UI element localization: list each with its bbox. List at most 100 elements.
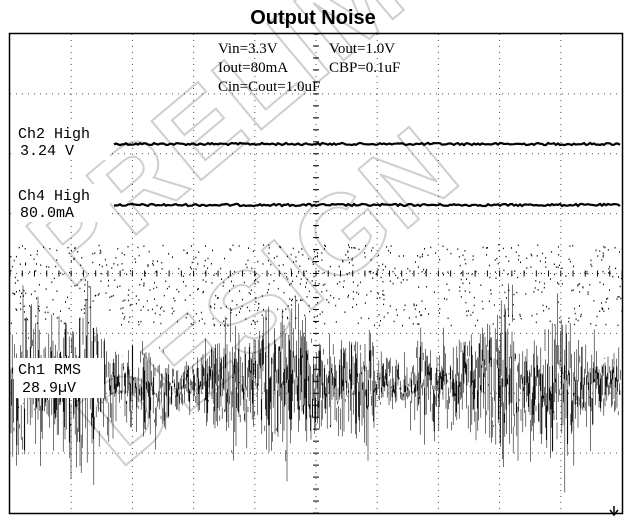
noise-speck — [388, 249, 390, 252]
noise-speck — [497, 262, 499, 265]
noise-speck — [153, 321, 155, 323]
noise-speck — [14, 276, 16, 279]
noise-speck — [426, 269, 428, 271]
noise-speck — [425, 271, 427, 273]
noise-speck — [394, 267, 396, 270]
noise-speck — [502, 247, 504, 250]
channel-labels: Ch2 High 3.24 V Ch4 High 80.0mA Ch1 RMS … — [14, 122, 110, 398]
noise-speck — [81, 257, 83, 259]
noise-speck — [92, 300, 94, 302]
noise-speck — [94, 252, 96, 254]
noise-speck — [358, 248, 360, 251]
noise-speck — [117, 264, 119, 266]
noise-speck — [330, 294, 332, 297]
noise-speck — [11, 265, 13, 268]
noise-speck — [565, 275, 567, 277]
noise-speck — [53, 277, 55, 280]
noise-speck — [130, 270, 132, 272]
noise-speck — [352, 281, 354, 283]
noise-speck — [473, 304, 475, 307]
noise-speck — [368, 271, 370, 273]
noise-speck — [348, 272, 350, 274]
noise-speck — [314, 282, 316, 284]
noise-speck — [525, 293, 527, 295]
noise-speck — [63, 322, 65, 325]
noise-speck — [539, 260, 541, 262]
noise-speck — [559, 317, 561, 319]
noise-speck — [191, 261, 193, 264]
noise-speck — [352, 264, 354, 267]
noise-speck — [348, 294, 349, 297]
noise-speck — [165, 280, 167, 282]
noise-speck — [299, 283, 301, 285]
noise-speck — [197, 263, 199, 265]
noise-speck — [596, 315, 598, 318]
noise-speck — [356, 291, 358, 294]
noise-speck — [224, 257, 225, 260]
noise-speck — [473, 296, 475, 299]
noise-speck — [370, 259, 372, 261]
noise-speck — [105, 292, 107, 294]
ch2-label-name: Ch2 High — [18, 126, 90, 143]
noise-speck — [21, 292, 23, 295]
noise-speck — [460, 278, 462, 281]
noise-speck — [304, 314, 306, 317]
noise-speck — [156, 304, 158, 307]
noise-speck — [258, 307, 260, 309]
noise-speck — [67, 296, 69, 299]
noise-speck — [618, 295, 620, 298]
chart-title: Output Noise — [250, 7, 376, 29]
noise-speck — [561, 283, 563, 285]
noise-speck — [322, 284, 324, 286]
noise-speck — [306, 282, 307, 284]
noise-speck — [128, 289, 130, 291]
noise-speck — [465, 301, 467, 304]
noise-speck — [417, 266, 419, 268]
noise-speck — [518, 254, 520, 257]
noise-speck — [621, 310, 623, 312]
noise-speck — [602, 254, 604, 257]
noise-speck — [60, 272, 62, 274]
noise-speck — [465, 263, 467, 265]
noise-speck — [334, 274, 336, 277]
noise-speck — [326, 290, 328, 292]
noise-speck — [568, 320, 570, 323]
noise-speck — [364, 256, 366, 258]
noise-speck — [302, 254, 304, 256]
noise-speck — [602, 270, 604, 273]
noise-speck — [316, 315, 318, 317]
noise-speck — [468, 310, 469, 312]
noise-speck — [493, 304, 495, 306]
noise-speck — [345, 254, 347, 256]
noise-speck — [290, 304, 292, 306]
noise-speck — [609, 289, 611, 291]
noise-speck — [129, 304, 131, 307]
noise-speck — [347, 296, 349, 298]
noise-speck — [348, 246, 350, 249]
noise-speck — [548, 307, 550, 310]
noise-speck — [280, 246, 282, 249]
noise-speck — [579, 291, 581, 293]
noise-speck — [152, 264, 154, 266]
noise-speck — [51, 281, 53, 283]
noise-speck — [457, 248, 459, 250]
noise-speck — [270, 274, 272, 276]
noise-speck — [584, 272, 586, 274]
noise-speck — [231, 280, 232, 283]
noise-speck — [204, 272, 206, 274]
noise-speck — [351, 246, 353, 249]
noise-speck — [511, 274, 513, 276]
noise-speck — [295, 256, 297, 258]
noise-speck — [382, 293, 384, 296]
noise-speck — [313, 257, 315, 260]
noise-speck — [546, 306, 547, 308]
noise-speck — [517, 276, 519, 279]
noise-speck — [148, 250, 150, 253]
noise-speck — [203, 290, 205, 293]
noise-speck — [147, 265, 149, 267]
noise-speck — [324, 322, 326, 325]
noise-speck — [343, 280, 345, 282]
noise-speck — [354, 247, 356, 249]
noise-speck — [16, 309, 18, 311]
noise-speck — [608, 272, 610, 274]
